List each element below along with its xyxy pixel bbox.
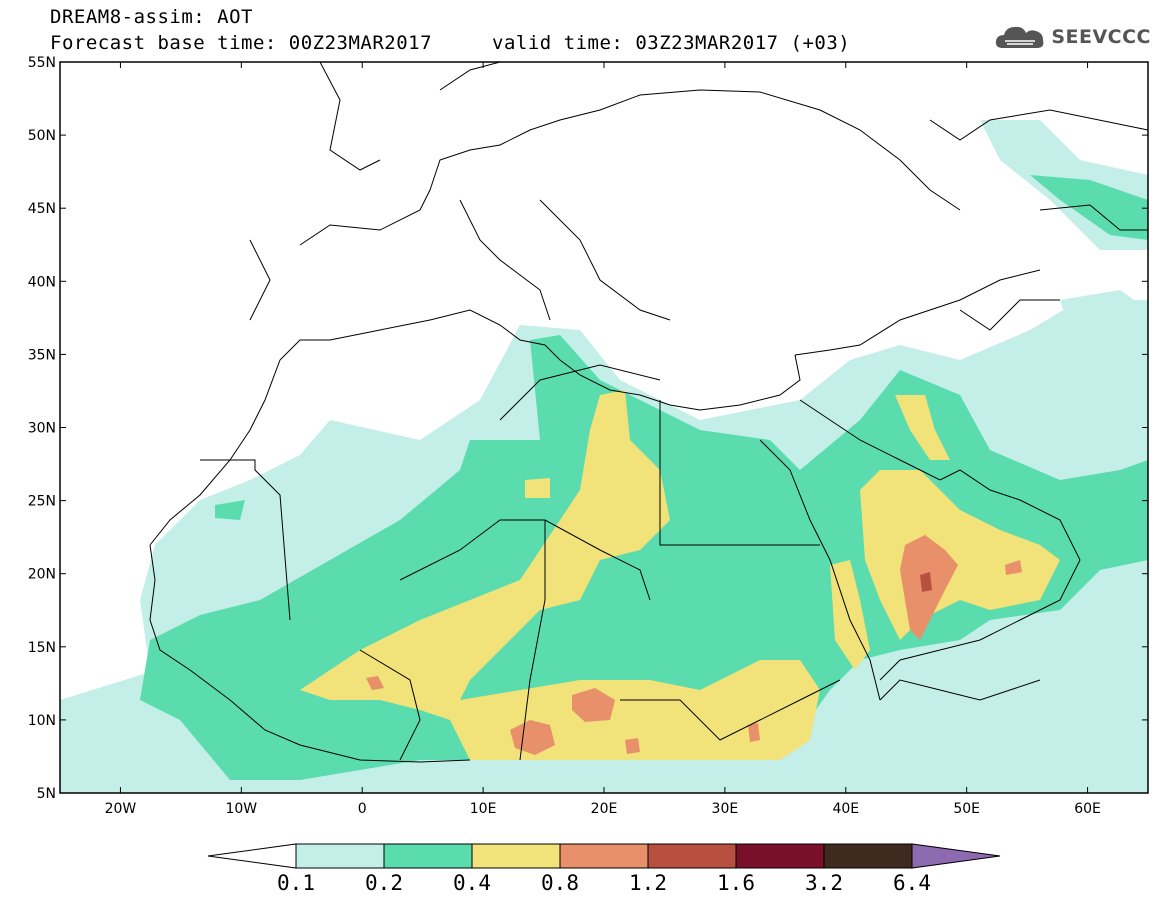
colorbar-label: 1.2 xyxy=(629,871,667,895)
colorbar-swatch xyxy=(823,843,913,869)
lon-label: 20W xyxy=(105,801,137,817)
lat-label: 40N xyxy=(28,274,56,290)
colorbar-label: 6.4 xyxy=(893,871,931,895)
colorbar-min-arrow xyxy=(207,843,297,869)
lat-label: 5N xyxy=(37,786,56,802)
lat-label: 50N xyxy=(28,128,56,144)
aot-level-0.8 xyxy=(366,535,1022,755)
colorbar-swatch xyxy=(735,843,825,869)
base-time: Forecast base time: 00Z23MAR2017 xyxy=(50,32,433,54)
colorbar-label: 0.4 xyxy=(453,871,491,895)
colorbar-swatch xyxy=(559,843,649,869)
lon-label: 20E xyxy=(591,801,618,817)
colorbar-swatch xyxy=(647,843,737,869)
longitude-axis: 20W 10W 0 10E 20E 30E 40E 50E 60E xyxy=(105,62,1101,817)
colorbar-swatch xyxy=(295,843,385,869)
lon-label: 40E xyxy=(832,801,859,817)
colorbar-label: 3.2 xyxy=(805,871,843,895)
lon-label: 10E xyxy=(470,801,497,817)
lon-label: 50E xyxy=(953,801,980,817)
colorbar-label: 0.8 xyxy=(541,871,579,895)
lat-label: 15N xyxy=(28,640,56,656)
colorbar-label: 0.2 xyxy=(365,871,403,895)
colorbar-max-arrow xyxy=(911,843,1001,869)
latitude-axis: 55N 50N 45N 40N 35N 30N 25N 20N 15N 10N 5N xyxy=(28,55,1148,802)
colorbar-swatch xyxy=(383,843,473,869)
colorbar: 0.1 0.2 0.4 0.8 1.2 1.6 3.2 6.4 xyxy=(207,843,1001,895)
colorbar-label: 1.6 xyxy=(717,871,755,895)
coastlines xyxy=(149,62,1148,763)
lat-label: 30N xyxy=(28,421,56,437)
valid-time: valid time: 03Z23MAR2017 (+03) xyxy=(492,32,851,54)
lat-label: 35N xyxy=(28,347,56,363)
seevccc-logo: SEEVCCC xyxy=(993,22,1151,52)
lon-label: 10W xyxy=(225,801,257,817)
lon-label: 60E xyxy=(1074,801,1101,817)
colorbar-swatch xyxy=(471,843,561,869)
logo-text: SEEVCCC xyxy=(1051,26,1151,48)
lat-label: 10N xyxy=(28,713,56,729)
lat-label: 55N xyxy=(28,55,56,71)
lat-label: 45N xyxy=(28,201,56,217)
lon-label: 30E xyxy=(712,801,739,817)
aot-level-1.2 xyxy=(920,572,932,592)
lat-label: 20N xyxy=(28,567,56,583)
map-title: DREAM8-assim: AOT xyxy=(50,6,253,28)
colorbar-label: 0.1 xyxy=(277,871,315,895)
lon-label: 0 xyxy=(358,801,367,817)
map-subtitle: Forecast base time: 00Z23MAR2017 valid ti… xyxy=(50,32,850,54)
lat-label: 25N xyxy=(28,494,56,510)
cloud-icon xyxy=(996,26,1044,48)
